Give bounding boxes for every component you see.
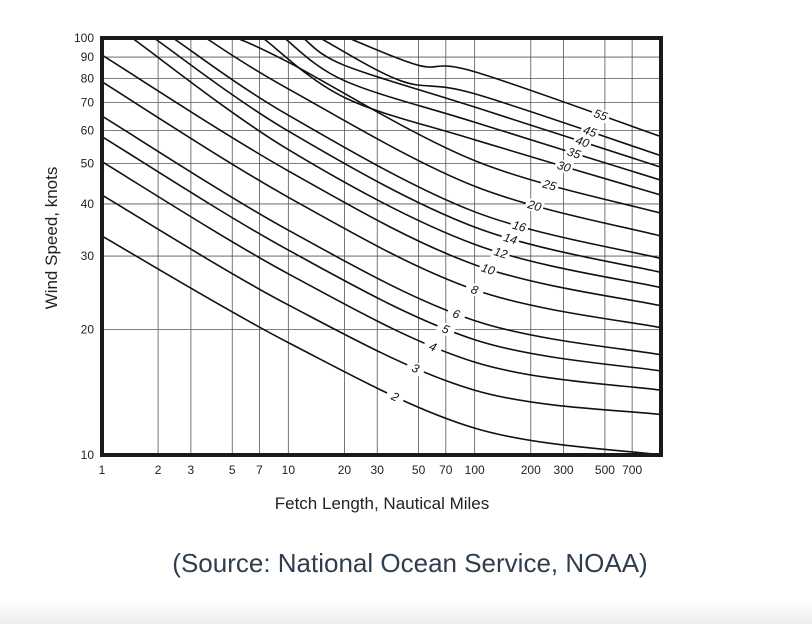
x-tick-label: 500 (595, 463, 615, 477)
curve-label: 5 (440, 322, 452, 338)
curve-label: 30 (556, 158, 573, 175)
y-tick-label: 30 (81, 249, 95, 263)
curve-label-bg (508, 218, 530, 235)
y-tick-label: 50 (81, 157, 95, 171)
y-tick-label: 40 (81, 197, 95, 211)
x-tick-label: 70 (439, 463, 453, 477)
y-tick-label: 100 (74, 31, 94, 45)
y-tick-label: 80 (81, 71, 95, 85)
curve-45 (319, 38, 661, 157)
x-tick-label: 200 (521, 463, 541, 477)
y-tick-label: 90 (81, 50, 95, 64)
x-axis-title: Fetch Length, Nautical Miles (275, 494, 490, 513)
footer-band (0, 600, 812, 624)
curve-label: 8 (469, 282, 480, 298)
curve-label-bg (563, 144, 585, 162)
curve-label-bg (572, 133, 593, 151)
curve-30 (262, 38, 661, 196)
curve-4 (102, 161, 661, 392)
x-tick-label: 2 (155, 463, 162, 477)
y-tick-label: 60 (81, 124, 95, 138)
curve-label: 40 (574, 133, 591, 151)
curve-label-bg (404, 359, 427, 378)
curve-label-bg (590, 106, 612, 124)
x-axis-ticks: 1 2 3 5 7 10 20 30 50 70 100 200 300 500 700 (99, 463, 643, 477)
curve-label-bg (500, 230, 521, 248)
source-caption: (Source: National Ocean Service, NOAA) (172, 548, 648, 578)
curve-3 (102, 194, 661, 416)
x-tick-label: 7 (256, 463, 263, 477)
curve-40 (302, 38, 661, 168)
wave-height-curves (102, 38, 661, 455)
curve-label: 6 (451, 306, 462, 322)
x-tick-label: 10 (282, 463, 296, 477)
curve-label-bg (445, 305, 467, 323)
curve-label-bg (422, 337, 444, 356)
x-tick-label: 5 (229, 463, 236, 477)
x-tick-label: 300 (554, 463, 574, 477)
curve-label: 12 (492, 244, 509, 261)
curve-label: 45 (581, 123, 598, 141)
y-tick-label: 70 (81, 96, 95, 110)
curve-label-bg (490, 244, 512, 262)
x-tick-label: 700 (622, 463, 642, 477)
curve-label: 20 (525, 197, 543, 214)
curve-label: 35 (566, 145, 583, 162)
curve-label-bg (384, 387, 406, 407)
x-tick-label: 20 (338, 463, 352, 477)
y-axis-ticks: 10 20 30 40 50 60 70 80 90 100 (74, 31, 94, 462)
curve-label: 16 (511, 218, 528, 235)
x-tick-label: 30 (371, 463, 385, 477)
curve-8 (102, 81, 661, 329)
y-axis-title: Wind Speed, knots (42, 167, 61, 310)
curve-label: 14 (502, 230, 519, 247)
curve-16 (172, 38, 661, 260)
curve-label-bg (553, 158, 575, 175)
x-tick-label: 100 (465, 463, 485, 477)
curve-6 (102, 115, 661, 356)
curve-label-bg (464, 281, 486, 299)
y-tick-label: 20 (81, 322, 95, 336)
curve-14 (153, 38, 661, 274)
curve-20 (205, 38, 661, 237)
curve-5 (102, 135, 661, 372)
curve-label: 55 (592, 106, 610, 124)
x-tick-label: 1 (99, 463, 106, 477)
curve-label-bg (539, 176, 560, 194)
curve-label-bg (524, 197, 545, 214)
curve-label: 4 (427, 339, 439, 355)
curve-2 (102, 235, 661, 455)
curve-label-bg (579, 122, 601, 141)
x-tick-label: 50 (412, 463, 426, 477)
curve-label: 25 (540, 176, 558, 193)
curve-label: 3 (410, 361, 422, 377)
curve-10 (102, 54, 661, 307)
plot-frame (100, 36, 663, 457)
curve-label-bg (477, 260, 499, 278)
x-tick-label: 3 (188, 463, 195, 477)
curve-12 (131, 38, 661, 289)
curve-label-bg (435, 320, 457, 339)
curve-35 (283, 38, 661, 181)
curve-25 (236, 38, 661, 215)
curve-label: 10 (480, 261, 497, 278)
y-tick-label: 10 (81, 448, 95, 462)
